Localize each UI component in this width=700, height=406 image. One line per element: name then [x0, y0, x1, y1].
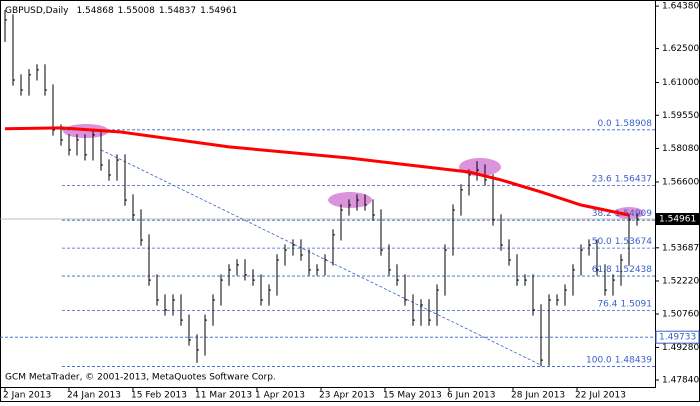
y-tick-label: 1.50760: [662, 309, 699, 319]
fibo-price: 1.52438: [615, 265, 652, 275]
x-tick-label: 23 Apr 2013: [319, 391, 375, 401]
fibo-label: 38.2 1.54909: [592, 209, 653, 219]
x-tick-label: 22 Jul 2013: [575, 391, 626, 401]
fibo-price: 1.58908: [615, 118, 652, 128]
fibo-price: 1.48439: [615, 355, 652, 365]
x-tick-label: 2 Jan 2013: [3, 391, 51, 401]
x-tick-label: 15 Feb 2013: [131, 391, 187, 401]
y-tick-label: 1.47840: [662, 375, 699, 385]
header-high: 1.55008: [118, 6, 155, 16]
level-box: [655, 330, 700, 344]
y-tick-label: 1.59550: [662, 111, 699, 121]
fibo-price: 1.54909: [615, 209, 652, 219]
fibo-price: 1.53674: [615, 237, 652, 247]
x-tick-label: 6 Jun 2013: [447, 391, 495, 401]
moving-average: [4, 126, 630, 217]
x-tick-label: 15 May 2013: [383, 391, 442, 401]
last-price-box: [656, 213, 699, 226]
x-tick-label: 1 Apr 2013: [255, 391, 305, 401]
y-tick-label: 1.53687: [662, 243, 699, 253]
y-tick-label: 1.52220: [662, 276, 699, 286]
footer: GCM MetaTrader, © 2001-2013, MetaQuotes …: [5, 373, 276, 383]
x-tick-label: 11 Mar 2013: [195, 391, 252, 401]
fibo-percent: 0.0: [597, 118, 612, 128]
header-close: 1.54961: [200, 6, 237, 16]
y-tick-label: 1.56600: [662, 177, 699, 187]
fibo-label: 61.8 1.52438: [592, 265, 653, 275]
x-tick-label: 24 Jan 2013: [67, 391, 121, 401]
fibo-percent: 100.0: [586, 355, 612, 365]
y-tick-label: 1.64380: [662, 2, 699, 12]
fibo-percent: 50.0: [592, 237, 612, 247]
trendline: [100, 149, 542, 366]
fibo-price: 1.5091: [621, 299, 653, 309]
last-price-label: 1.54961: [659, 215, 696, 225]
fibo-label: 23.6 1.56437: [592, 174, 652, 184]
y-tick-label: 1.58080: [662, 144, 699, 154]
level-label: 1.49733: [659, 333, 696, 343]
fibo-percent: 61.8: [592, 265, 612, 275]
y-tick-label: 1.61000: [662, 78, 699, 88]
fibo-percent: 76.4: [597, 299, 617, 309]
symbol: GBPUSD,Daily: [5, 6, 69, 16]
header-low: 1.54837: [159, 6, 196, 16]
fibo-price: 1.56437: [615, 174, 652, 184]
x-tick-label: 28 Jun 2013: [511, 391, 565, 401]
fibo-percent: 23.6: [592, 174, 612, 184]
y-tick-label: 1.49280: [662, 343, 699, 353]
fibo-label: 100.0 1.48439: [586, 355, 652, 365]
fibo-label: 76.4 1.5091: [597, 299, 652, 309]
y-tick-label: 1.62500: [662, 44, 699, 54]
chart-header: GBPUSD,Daily 1.54868 1.55008 1.54837 1.54961: [5, 6, 237, 16]
header-open: 1.54868: [76, 6, 113, 16]
highlight-ellipse: [328, 192, 372, 208]
fibo-percent: 38.2: [592, 209, 612, 219]
fibo-label: 50.0 1.53674: [592, 237, 653, 247]
fibo-label: 0.0 1.58908: [597, 118, 652, 128]
